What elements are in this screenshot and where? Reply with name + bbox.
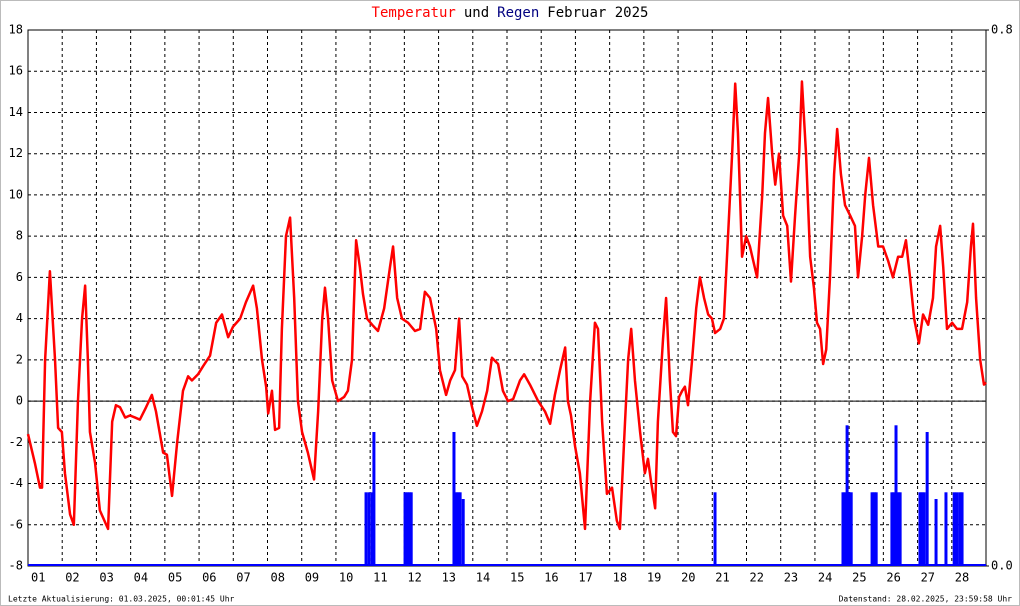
rain-bar bbox=[405, 492, 409, 566]
rain-bar bbox=[920, 492, 924, 566]
rain-bar bbox=[874, 492, 878, 566]
y-tick-label: -4 bbox=[9, 476, 23, 490]
rain-bar bbox=[461, 499, 465, 566]
title-part: Regen bbox=[497, 5, 539, 21]
rain-bar bbox=[960, 492, 964, 566]
rain-bar bbox=[713, 492, 717, 566]
y-tick-label: 18 bbox=[9, 23, 23, 37]
rain-bar bbox=[364, 492, 368, 566]
rain-bar bbox=[944, 492, 948, 566]
y-tick-label: 16 bbox=[9, 64, 23, 78]
x-tick-label: 05 bbox=[168, 571, 182, 585]
x-tick-label: 19 bbox=[647, 571, 661, 585]
rain-bar bbox=[894, 425, 898, 566]
rain-bar bbox=[452, 432, 456, 566]
y-tick-label: 8 bbox=[16, 229, 23, 243]
x-tick-label: 08 bbox=[271, 571, 285, 585]
rain-bar bbox=[918, 492, 922, 566]
y-tick-label: -2 bbox=[9, 435, 23, 449]
rain-bar bbox=[922, 492, 926, 566]
y-tick-label: 6 bbox=[16, 270, 23, 284]
x-tick-label: 26 bbox=[886, 571, 900, 585]
y-tick-label: -6 bbox=[9, 517, 23, 531]
rain-bar bbox=[843, 492, 847, 566]
x-tick-label: 02 bbox=[65, 571, 79, 585]
x-tick-label: 03 bbox=[99, 571, 113, 585]
x-tick-label: 24 bbox=[818, 571, 832, 585]
y-tick-label: 12 bbox=[9, 146, 23, 160]
chart-title: Temperatur und Regen Februar 2025 bbox=[372, 5, 649, 21]
rain-bar bbox=[456, 492, 460, 566]
rain-bar bbox=[952, 492, 956, 566]
rain-bar bbox=[872, 492, 876, 566]
title-part: Temperatur bbox=[372, 5, 456, 21]
x-tick-label: 04 bbox=[134, 571, 148, 585]
footer-left: Letzte Aktualisierung: 01.03.2025, 00:01… bbox=[8, 595, 235, 604]
title-part: und bbox=[464, 5, 489, 21]
x-tick-label: 20 bbox=[681, 571, 695, 585]
rain-bar bbox=[409, 492, 413, 566]
rain-bar bbox=[372, 432, 376, 566]
rain-bar bbox=[934, 499, 938, 566]
rain-bar bbox=[847, 492, 851, 566]
rain-bar bbox=[892, 492, 896, 566]
x-tick-label: 28 bbox=[955, 571, 969, 585]
x-tick-label: 21 bbox=[715, 571, 729, 585]
y2-tick-label: 0.8 bbox=[991, 23, 1013, 37]
rain-bar bbox=[870, 492, 874, 566]
y-tick-label: 4 bbox=[16, 311, 23, 325]
y-tick-label: 14 bbox=[9, 105, 23, 119]
temperature-line bbox=[26, 80, 987, 531]
x-tick-label: 12 bbox=[407, 571, 421, 585]
rain-bar bbox=[955, 492, 959, 566]
x-tick-label: 14 bbox=[476, 571, 490, 585]
y-tick-label: 10 bbox=[9, 187, 23, 201]
rain-bar bbox=[403, 492, 407, 566]
y-tick-label: -8 bbox=[9, 559, 23, 573]
x-tick-label: 13 bbox=[442, 571, 456, 585]
rain-bar bbox=[925, 432, 929, 566]
rain-bar bbox=[898, 492, 902, 566]
title-part: Februar 2025 bbox=[547, 5, 648, 21]
y2-tick-label: 0.0 bbox=[991, 559, 1013, 573]
x-tick-label: 18 bbox=[613, 571, 627, 585]
x-tick-label: 16 bbox=[544, 571, 558, 585]
y-tick-label: 0 bbox=[16, 394, 23, 408]
rain-bar bbox=[958, 492, 962, 566]
x-tick-label: 27 bbox=[921, 571, 935, 585]
x-tick-label: 25 bbox=[852, 571, 866, 585]
rain-bar bbox=[370, 492, 374, 566]
rain-bar bbox=[845, 425, 849, 566]
rain-bar bbox=[454, 492, 458, 566]
rain-bar bbox=[841, 492, 845, 566]
x-tick-label: 11 bbox=[373, 571, 387, 585]
x-tick-label: 09 bbox=[305, 571, 319, 585]
rain-bar bbox=[896, 492, 900, 566]
x-tick-label: 23 bbox=[784, 571, 798, 585]
rain-bar bbox=[849, 492, 853, 566]
y-tick-label: 2 bbox=[16, 352, 23, 366]
footer-right: Datenstand: 28.02.2025, 23:59:58 Uhr bbox=[839, 595, 1013, 604]
rain-bar bbox=[890, 492, 894, 566]
x-tick-label: 17 bbox=[578, 571, 592, 585]
x-tick-label: 10 bbox=[339, 571, 353, 585]
rain-bar bbox=[367, 492, 371, 566]
x-tick-label: 15 bbox=[510, 571, 524, 585]
rain-bar bbox=[458, 492, 462, 566]
x-tick-label: 22 bbox=[750, 571, 764, 585]
x-tick-label: 06 bbox=[202, 571, 216, 585]
rain-bar bbox=[407, 492, 411, 566]
x-tick-label: 01 bbox=[31, 571, 45, 585]
x-tick-label: 07 bbox=[236, 571, 250, 585]
